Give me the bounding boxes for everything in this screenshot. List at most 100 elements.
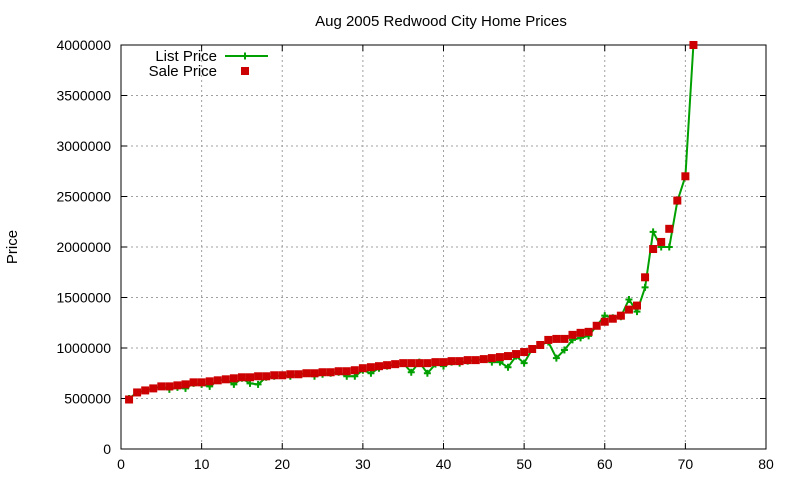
sale-price-point <box>592 321 601 330</box>
axis-ticks: 0 10 20 30 40 50 60 70 80 0 500000 1000000 1500000 20… <box>56 37 774 472</box>
sale-price-point <box>608 314 617 323</box>
x-tick-label: 10 <box>194 456 210 472</box>
sale-price-point <box>471 356 480 365</box>
list-price-point <box>520 359 528 367</box>
y-tick-label: 0 <box>103 441 111 457</box>
list-price-point <box>641 283 649 291</box>
list-price-point <box>254 380 262 388</box>
sale-price-point <box>318 368 327 377</box>
sale-price-point <box>536 340 545 349</box>
y-tick-label: 1000000 <box>56 340 111 356</box>
sale-price-point <box>173 381 182 390</box>
y-tick-label: 3500000 <box>56 88 111 104</box>
sale-price-point <box>221 375 230 384</box>
sale-price-point <box>657 237 666 246</box>
list-price-point <box>649 228 657 236</box>
sale-price-point <box>334 367 343 376</box>
y-tick-label: 2000000 <box>56 239 111 255</box>
sale-price-point <box>302 369 311 378</box>
sale-price-point <box>229 374 238 383</box>
sale-price-point <box>189 378 198 387</box>
sale-price-point <box>673 196 682 205</box>
sale-price-point <box>455 357 464 366</box>
sale-price-point <box>512 350 521 359</box>
sale-price-point <box>431 358 440 367</box>
sale-price-point <box>520 348 529 357</box>
sale-price-point <box>157 382 166 391</box>
x-tick-label: 50 <box>516 456 532 472</box>
legend: List Price Sale Price <box>149 48 268 80</box>
sale-price-point <box>205 377 214 386</box>
sale-price-point <box>544 335 553 344</box>
sale-price-point <box>278 371 287 380</box>
sale-price-point <box>407 359 416 368</box>
sale-price-point <box>246 373 254 382</box>
sale-price-point <box>254 372 263 381</box>
sale-price-point <box>600 317 609 326</box>
sale-price-point <box>649 245 658 254</box>
list-price-point <box>504 363 512 371</box>
sale-price-point <box>463 356 472 365</box>
sale-price-point <box>213 376 222 385</box>
sale-price-point <box>689 41 698 49</box>
sale-price-point <box>262 372 271 381</box>
sale-price-point <box>149 384 158 393</box>
legend-label-list-price: List Price <box>155 48 217 65</box>
series-line-list-price <box>128 44 695 400</box>
sale-price-point <box>487 354 496 363</box>
sale-price-point <box>383 361 392 370</box>
y-tick-label: 2500000 <box>56 189 111 205</box>
series-layer <box>125 41 698 404</box>
sale-price-point <box>358 364 367 373</box>
x-tick-label: 60 <box>597 456 613 472</box>
sale-price-point <box>181 380 190 389</box>
sale-price-point <box>560 334 569 343</box>
y-tick-label: 4000000 <box>56 37 111 53</box>
x-tick-label: 30 <box>355 456 371 472</box>
sale-price-point <box>270 371 279 380</box>
sale-price-point <box>310 369 319 378</box>
sale-price-point <box>294 370 303 379</box>
grid-lines <box>121 45 766 449</box>
sale-price-point <box>665 224 674 233</box>
sale-price-point <box>342 367 351 376</box>
y-tick-label: 500000 <box>64 391 111 407</box>
sale-price-point <box>350 366 359 375</box>
sale-price-point <box>366 363 375 372</box>
sale-price-point <box>447 357 456 366</box>
sale-price-point <box>326 368 335 377</box>
sale-price-point <box>423 359 432 368</box>
x-tick-label: 70 <box>678 456 694 472</box>
legend-label-sale-price: Sale Price <box>149 63 217 80</box>
x-tick-label: 80 <box>758 456 774 472</box>
sale-price-point <box>133 388 142 397</box>
x-tick-label: 20 <box>274 456 290 472</box>
sale-price-point <box>197 378 206 387</box>
sale-price-point <box>576 328 585 337</box>
sale-price-point <box>681 172 690 181</box>
y-axis-label: Price <box>4 230 21 264</box>
sale-price-point <box>141 386 150 395</box>
sale-price-point <box>286 370 295 379</box>
sale-price-point <box>125 395 134 404</box>
list-price-point <box>552 354 560 362</box>
sale-price-point <box>552 334 561 343</box>
list-price-point <box>625 296 633 304</box>
sale-price-point <box>633 301 641 310</box>
list-price-point <box>665 243 673 251</box>
x-tick-label: 0 <box>117 456 125 472</box>
legend-marker-list-price <box>241 52 249 60</box>
sale-price-point <box>165 382 174 391</box>
sale-price-point <box>375 362 383 371</box>
list-price-point <box>423 369 431 377</box>
sale-price-point <box>439 358 448 367</box>
y-tick-label: 3000000 <box>56 138 111 154</box>
sale-price-point <box>391 360 400 369</box>
sale-price-point <box>584 327 593 336</box>
x-tick-label: 40 <box>436 456 452 472</box>
legend-marker-sale-price <box>241 67 249 75</box>
sale-price-point <box>641 273 650 282</box>
sale-price-point <box>624 305 633 314</box>
sale-price-point <box>568 330 577 339</box>
